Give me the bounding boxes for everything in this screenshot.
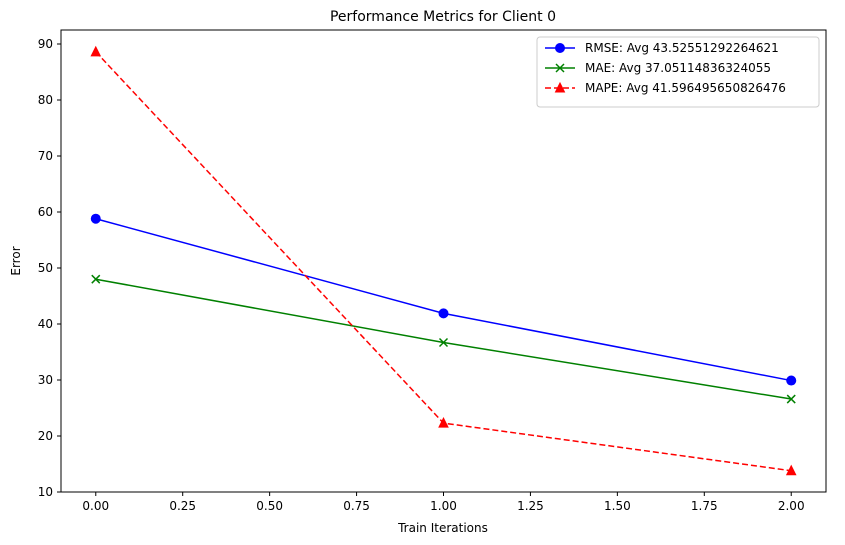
x-axis-label: Train Iterations xyxy=(397,521,488,535)
series-layer xyxy=(90,45,797,476)
data-point xyxy=(438,337,449,348)
data-point xyxy=(786,394,796,404)
data-point xyxy=(438,417,449,428)
data-point xyxy=(91,274,101,284)
legend-label: MAPE: Avg 41.596495650826476 xyxy=(585,81,786,95)
series-line-2 xyxy=(95,51,792,472)
legend-marker xyxy=(555,43,565,53)
y-tick-label: 30 xyxy=(38,373,53,387)
chart-title: Performance Metrics for Client 0 xyxy=(330,9,556,25)
x-tick-label: 0.50 xyxy=(256,499,283,513)
y-tick-label: 40 xyxy=(38,317,53,331)
x-tick-label: 1.25 xyxy=(517,499,544,513)
legend-marker xyxy=(555,63,565,73)
series-line-0 xyxy=(95,217,792,382)
data-point xyxy=(786,375,797,386)
legend-marker xyxy=(554,81,566,93)
x-tick-label: 0.00 xyxy=(82,499,109,513)
y-tick-label: 50 xyxy=(38,261,53,275)
legend-entry: MAE: Avg 37.05114836324055 xyxy=(545,61,771,75)
series-line-1 xyxy=(95,278,792,400)
legend: RMSE: Avg 43.52551292264621 MAE: Avg 37.0… xyxy=(536,36,820,108)
data-point xyxy=(90,45,102,57)
legend-label: MAE: Avg 37.05114836324055 xyxy=(585,61,771,75)
x-axis: 0.00 0.25 0.50 0.75 1.00 1.25 1.50 1.75 2.00 xyxy=(82,492,805,513)
data-point xyxy=(785,464,797,476)
legend-entry: RMSE: Avg 43.52551292264621 xyxy=(545,41,779,55)
legend-entry: MAPE: Avg 41.596495650826476 xyxy=(545,81,786,95)
x-tick-label: 0.75 xyxy=(343,499,370,513)
x-tick-label: 1.75 xyxy=(691,499,718,513)
data-point xyxy=(438,308,449,319)
data-point xyxy=(90,213,101,224)
y-axis: 10 20 30 40 50 60 70 80 90 xyxy=(38,37,61,499)
y-tick-label: 60 xyxy=(38,205,53,219)
y-axis-label: Error xyxy=(9,246,23,275)
legend-box xyxy=(536,36,820,108)
x-tick-label: 1.00 xyxy=(430,499,457,513)
y-tick-label: 80 xyxy=(38,93,53,107)
y-tick-label: 20 xyxy=(38,429,53,443)
legend-label: RMSE: Avg 43.52551292264621 xyxy=(585,41,779,55)
y-tick-label: 70 xyxy=(38,149,53,163)
y-tick-label: 90 xyxy=(38,37,53,51)
x-tick-label: 1.50 xyxy=(604,499,631,513)
x-tick-label: 2.00 xyxy=(778,499,805,513)
y-tick-label: 10 xyxy=(38,485,53,499)
x-tick-label: 0.25 xyxy=(169,499,196,513)
